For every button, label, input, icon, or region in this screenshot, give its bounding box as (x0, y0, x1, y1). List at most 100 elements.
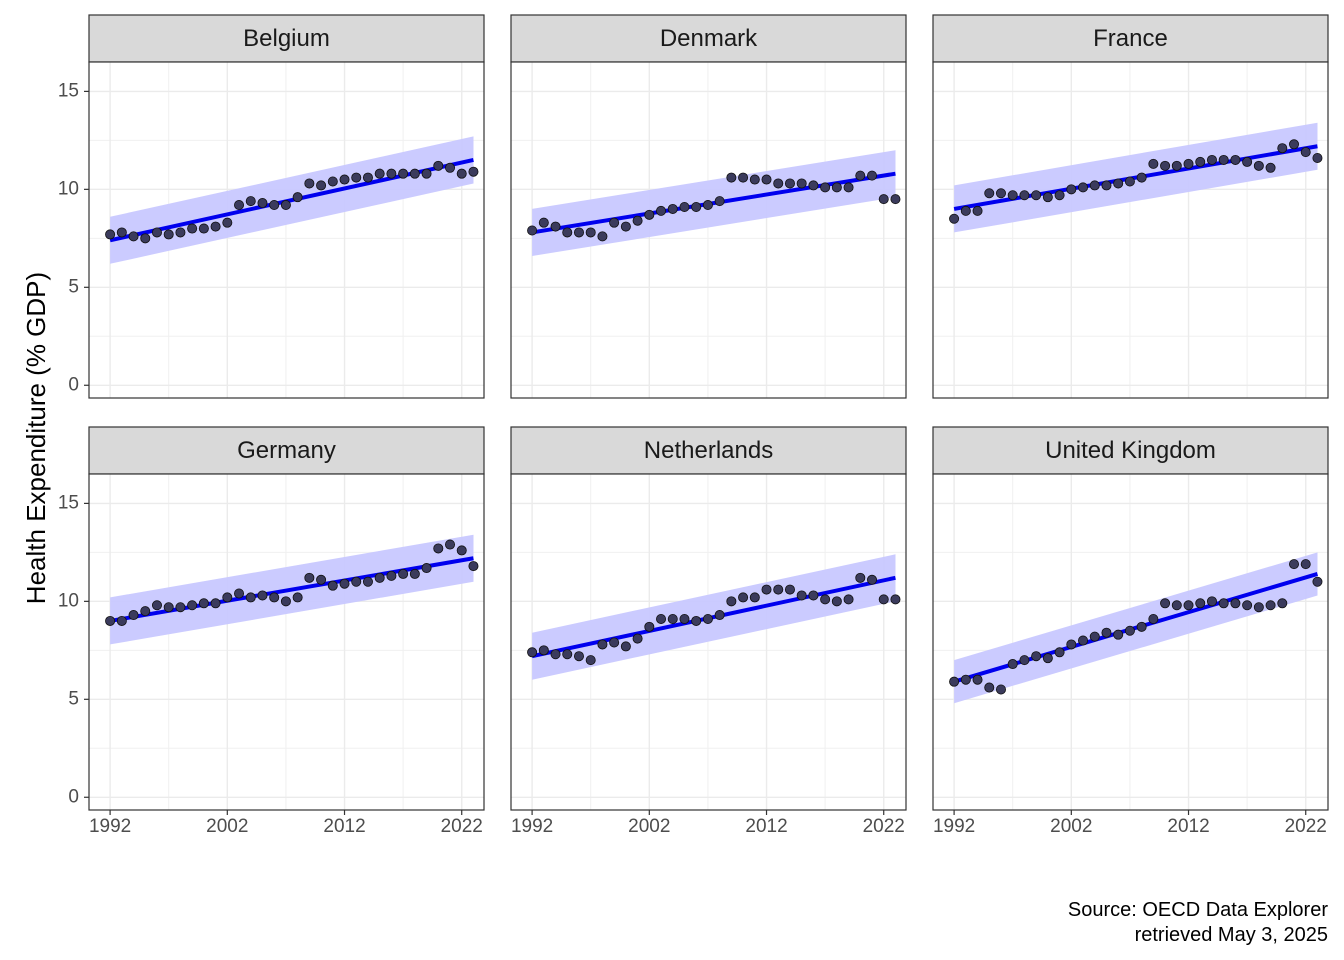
data-point (1078, 635, 1089, 646)
data-point (831, 596, 842, 607)
strip-label: France (1093, 25, 1168, 52)
data-point (585, 227, 596, 238)
data-point (562, 649, 573, 660)
data-point (867, 170, 878, 181)
strip-label: United Kingdom (1045, 437, 1216, 464)
data-point (796, 178, 807, 189)
data-point (784, 584, 795, 595)
data-point (726, 596, 737, 607)
data-point (1113, 629, 1124, 640)
data-point (714, 610, 725, 621)
x-tick-label: 2012 (745, 816, 787, 837)
data-point (222, 217, 233, 228)
data-point (597, 639, 608, 650)
data-point (1206, 154, 1217, 165)
data-point (386, 168, 397, 179)
x-tick-label: 2012 (1167, 816, 1209, 837)
caption-retrieved: retrieved May 3, 2025 (1135, 924, 1328, 946)
facet-united-kingdom: United Kingdom 1992 2002 2012 2022 (932, 426, 1329, 837)
data-point (1136, 172, 1147, 183)
data-point (339, 578, 350, 589)
data-point (198, 223, 209, 234)
data-point (573, 227, 584, 238)
data-point (867, 574, 878, 585)
caption-source: Source: OECD Data Explorer (1068, 899, 1328, 921)
panel-border (88, 61, 485, 399)
data-point (714, 196, 725, 207)
panel-border (932, 61, 1329, 399)
data-point (175, 602, 186, 613)
y-tick-label: 0 (68, 786, 79, 807)
data-point (1101, 627, 1112, 638)
facet-netherlands: Netherlands 1992 2002 2012 2022 (510, 426, 907, 837)
data-point (386, 570, 397, 581)
data-point (1253, 602, 1264, 613)
data-point (304, 572, 315, 583)
data-point (738, 172, 749, 183)
data-point (163, 229, 174, 240)
data-point (632, 215, 643, 226)
data-point (1031, 190, 1042, 201)
facet-denmark: Denmark (510, 14, 907, 399)
data-point (292, 592, 303, 603)
data-point (128, 610, 139, 621)
data-point (409, 168, 420, 179)
x-tick-label: 1992 (933, 816, 975, 837)
data-point (362, 576, 373, 587)
y-tick-label: 10 (58, 590, 79, 611)
panel-border (510, 473, 907, 811)
data-point (1230, 154, 1241, 165)
strip-label: Belgium (243, 25, 330, 52)
panel-border (510, 61, 907, 399)
data-point (1148, 613, 1159, 624)
data-point (327, 580, 338, 591)
data-point (187, 600, 198, 611)
data-point (116, 227, 127, 238)
x-tick-label: 1992 (89, 816, 131, 837)
data-point (374, 572, 385, 583)
strip-background (88, 14, 485, 63)
data-point (972, 674, 983, 685)
data-point (1195, 156, 1206, 167)
data-point (409, 568, 420, 579)
data-point (995, 188, 1006, 199)
data-point (421, 168, 432, 179)
y-tick-label: 10 (58, 178, 79, 199)
data-point (773, 178, 784, 189)
data-point (187, 223, 198, 234)
y-tick-label: 5 (68, 276, 79, 297)
data-point (702, 200, 713, 211)
data-point (234, 588, 245, 599)
data-point (550, 221, 561, 232)
data-point (140, 606, 151, 617)
data-point (351, 172, 362, 183)
trend-line (531, 575, 896, 659)
x-tick-label: 2022 (863, 816, 905, 837)
data-point (1031, 651, 1042, 662)
facet-belgium: Belgium 0 5 10 15 (58, 14, 485, 399)
data-point (749, 174, 760, 185)
y-tick-label: 15 (58, 80, 79, 101)
data-point (679, 613, 690, 624)
strip-label: Denmark (660, 25, 758, 52)
data-point (1242, 156, 1253, 167)
data-point (316, 180, 327, 191)
data-point (1160, 160, 1171, 171)
x-tick-label: 2022 (1285, 816, 1327, 837)
data-point (1066, 639, 1077, 650)
data-point (468, 561, 479, 572)
y-tick-label: 15 (58, 492, 79, 513)
data-point (1160, 598, 1171, 609)
data-point (1078, 182, 1089, 193)
data-point (304, 178, 315, 189)
data-point (1113, 178, 1124, 189)
data-point (972, 205, 983, 216)
data-point (351, 576, 362, 587)
data-point (292, 192, 303, 203)
panel-background (933, 62, 1328, 398)
data-point (550, 649, 561, 660)
data-point (421, 563, 432, 574)
data-point (1007, 659, 1018, 670)
data-point (257, 590, 268, 601)
data-point (691, 201, 702, 212)
